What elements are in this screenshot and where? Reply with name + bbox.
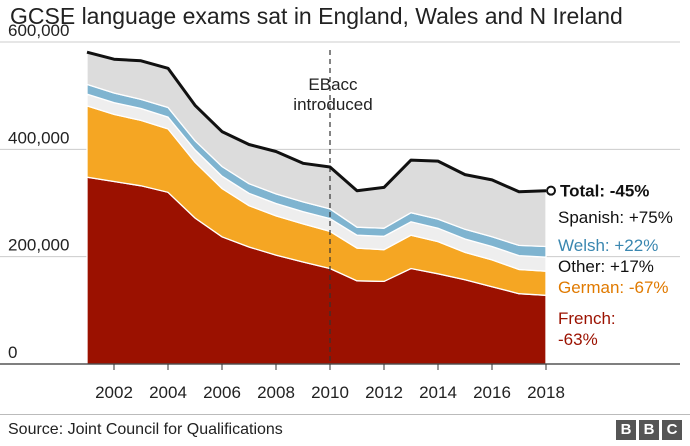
series-label: Spanish: +75% bbox=[558, 208, 673, 227]
source-note: Source: Joint Council for Qualifications bbox=[8, 421, 283, 438]
series-areas bbox=[86, 51, 547, 365]
series-label-line: German: -67% bbox=[558, 278, 669, 297]
y-tick-label: 400,000 bbox=[8, 128, 69, 147]
total-line bbox=[86, 50, 547, 194]
total-endpoint-marker bbox=[546, 185, 556, 196]
y-tick-label: 600,000 bbox=[8, 21, 69, 40]
x-tick-label: 2014 bbox=[419, 383, 457, 402]
series-label: French: -63% bbox=[558, 309, 616, 349]
bbc-logo-letter: B bbox=[639, 420, 659, 440]
x-tick-label: 2018 bbox=[527, 383, 565, 402]
total-line-group bbox=[86, 50, 556, 196]
bbc-logo-letter: B bbox=[616, 420, 636, 440]
footer-divider bbox=[0, 414, 690, 415]
y-axis-labels: 0 200,000 400,000 600,000 bbox=[8, 21, 69, 362]
series-label-line: Welsh: +22% bbox=[558, 236, 658, 255]
x-tick-label: 2006 bbox=[203, 383, 241, 402]
x-tick-label: 2010 bbox=[311, 383, 349, 402]
x-tick-label: 2002 bbox=[95, 383, 133, 402]
bbc-logo: B B C bbox=[616, 420, 682, 440]
series-label: Welsh: +22% bbox=[558, 236, 658, 255]
series-label: Other: +17% bbox=[558, 257, 654, 276]
x-tick-label: 2008 bbox=[257, 383, 295, 402]
annotation-label: introduced bbox=[293, 95, 372, 114]
x-tick-label: 2012 bbox=[365, 383, 403, 402]
x-tick-label: 2004 bbox=[149, 383, 187, 402]
annotation-label: EBacc bbox=[308, 75, 358, 94]
series-labels: Total: -45% Spanish: +75% Welsh: +22% Other… bbox=[558, 182, 673, 349]
x-axis: 2002 2004 2006 2008 2010 2012 2014 2016 2018 bbox=[0, 363, 680, 402]
series-label-line: -63% bbox=[558, 330, 598, 349]
x-tick-label: 2016 bbox=[473, 383, 511, 402]
series-label: German: -67% bbox=[558, 278, 669, 297]
chart-title: GCSE language exams sat in England, Wale… bbox=[10, 3, 623, 29]
series-label-line: Other: +17% bbox=[558, 257, 654, 276]
y-tick-label: 0 bbox=[8, 343, 17, 362]
bbc-logo-letter: C bbox=[662, 420, 682, 440]
y-tick-label: 200,000 bbox=[8, 236, 69, 255]
series-label: Total: -45% bbox=[560, 182, 649, 201]
series-label-line: Spanish: +75% bbox=[558, 208, 673, 227]
series-label-line: Total: -45% bbox=[560, 182, 649, 201]
series-label-line: French: bbox=[558, 309, 616, 328]
